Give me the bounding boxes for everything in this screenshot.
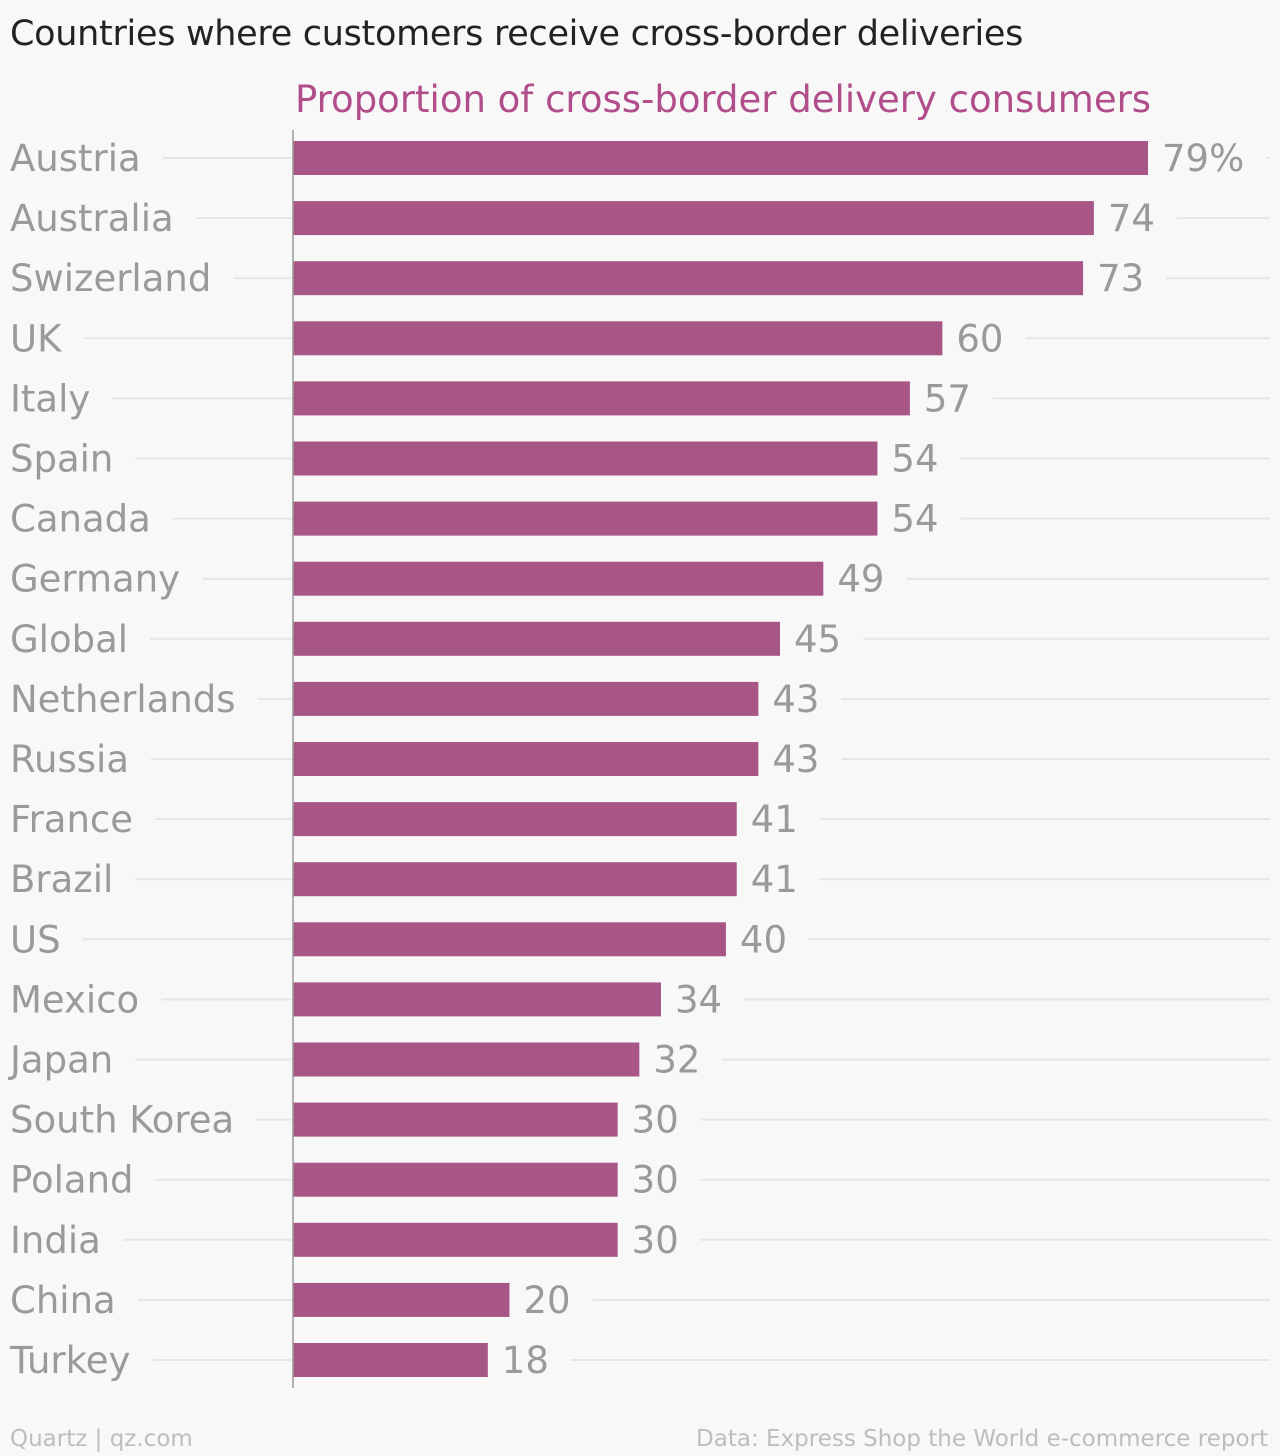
category-label: Swizerland [10, 257, 211, 300]
value-label: 45 [794, 618, 841, 661]
value-label: 79% [1162, 137, 1244, 180]
value-label: 41 [751, 798, 798, 841]
footer-source: Data: Express Shop the World e-commerce … [696, 1426, 1268, 1452]
category-label: Italy [10, 377, 90, 420]
bar-china [293, 1282, 510, 1317]
category-label: Canada [10, 498, 151, 541]
bar-netherlands [293, 681, 759, 716]
footer-credit: Quartz | qz.com [10, 1426, 193, 1452]
category-label: China [10, 1279, 116, 1322]
bar-italy [293, 381, 910, 416]
bar-mexico [293, 982, 661, 1017]
category-label: Germany [10, 558, 180, 601]
category-label: Poland [10, 1159, 134, 1202]
category-label: Netherlands [10, 678, 236, 721]
category-label: France [10, 798, 133, 841]
category-label: US [10, 918, 61, 961]
value-label: 73 [1097, 257, 1144, 300]
category-label: India [10, 1219, 101, 1262]
value-label: 49 [837, 558, 884, 601]
value-label: 30 [632, 1099, 679, 1142]
bar-poland [293, 1162, 618, 1197]
category-label: Turkey [9, 1339, 130, 1382]
bar-global [293, 621, 781, 656]
category-label: Brazil [10, 858, 113, 901]
category-label: Austria [10, 137, 141, 180]
value-label: 60 [956, 317, 1003, 360]
category-label: UK [10, 317, 63, 360]
bar-swizerland [293, 261, 1084, 296]
bar-france [293, 802, 737, 837]
bar-south-korea [293, 1102, 618, 1137]
bar-us [293, 922, 726, 957]
category-label: Global [10, 618, 128, 661]
value-label: 32 [653, 1039, 700, 1082]
value-label: 18 [502, 1339, 549, 1382]
value-label: 74 [1108, 197, 1155, 240]
value-label: 41 [751, 858, 798, 901]
value-label: 30 [632, 1219, 679, 1262]
value-label: 20 [523, 1279, 570, 1322]
labels: Proportion of cross-border delivery cons… [8, 78, 1244, 1388]
category-label: Spain [10, 438, 113, 481]
bar-canada [293, 501, 878, 536]
category-label: Mexico [10, 978, 139, 1021]
gridlines [82, 157, 1270, 1361]
value-label: 54 [891, 438, 938, 481]
bar-spain [293, 441, 878, 476]
bars [293, 141, 1148, 1377]
bar-australia [293, 201, 1094, 236]
category-label: Russia [10, 738, 129, 781]
value-label: 43 [772, 738, 819, 781]
series-title: Proportion of cross-border delivery cons… [295, 78, 1151, 121]
category-label: Australia [10, 197, 174, 240]
bar-russia [293, 742, 759, 776]
value-label: 34 [675, 978, 722, 1021]
value-label: 43 [772, 678, 819, 721]
category-label: South Korea [10, 1099, 234, 1142]
bar-germany [293, 561, 824, 596]
value-label: 57 [924, 377, 971, 420]
chart-title: Countries where customers receive cross-… [10, 14, 1024, 54]
bar-brazil [293, 862, 737, 897]
bar-uk [293, 321, 943, 356]
bar-turkey [293, 1343, 488, 1377]
value-label: 40 [740, 918, 787, 961]
bar-india [293, 1222, 618, 1257]
bar-austria [293, 141, 1148, 175]
bar-japan [293, 1042, 640, 1077]
value-label: 30 [632, 1159, 679, 1202]
value-label: 54 [891, 498, 938, 541]
category-label: Japan [8, 1039, 113, 1082]
